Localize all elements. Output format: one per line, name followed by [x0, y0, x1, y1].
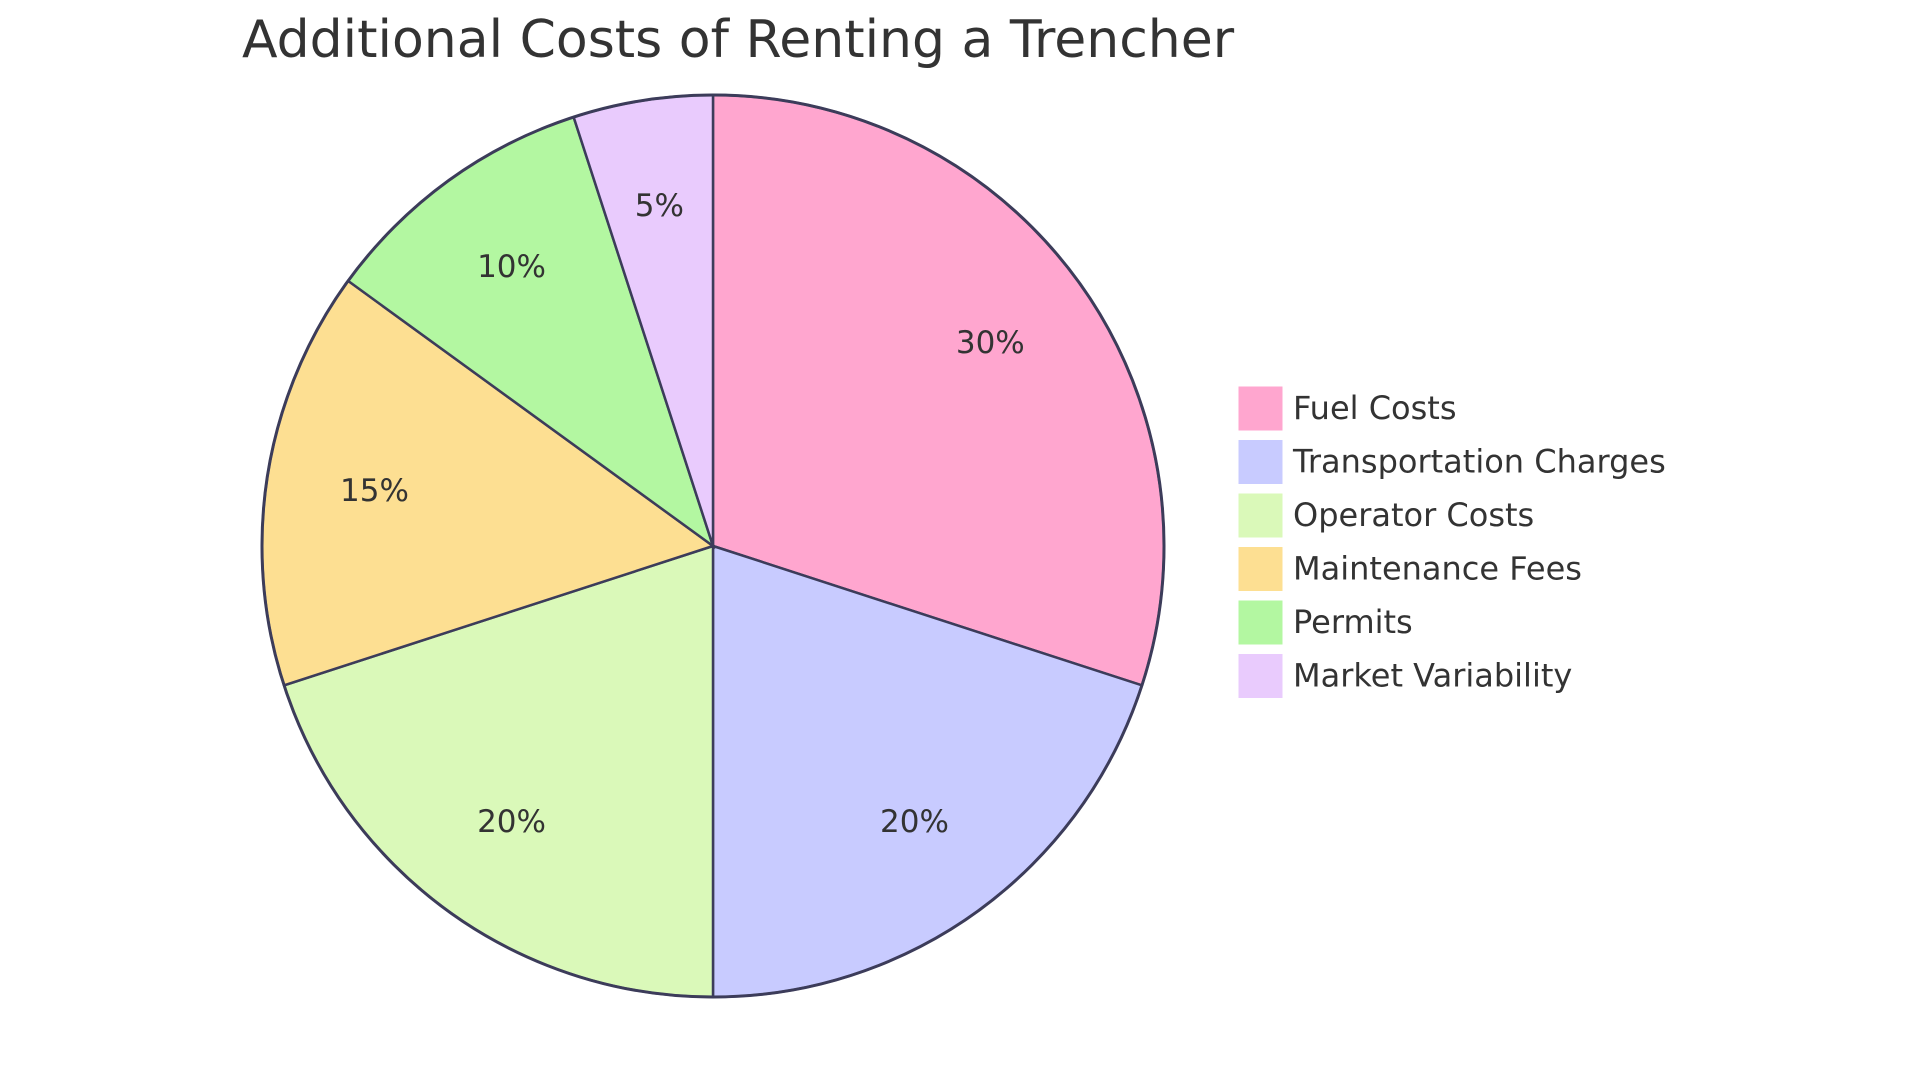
chart-title: Additional Costs of Renting a Trencher: [242, 10, 1235, 70]
slice-label: 10%: [477, 249, 546, 285]
legend-swatch: [1237, 439, 1284, 485]
legend-label: Permits: [1293, 603, 1413, 641]
legend-label: Market Variability: [1293, 657, 1572, 695]
slice-label: 5%: [635, 188, 684, 224]
slice-label: 15%: [340, 473, 409, 509]
slice-label: 20%: [880, 804, 949, 840]
legend-swatch: [1237, 546, 1284, 592]
legend-label: Fuel Costs: [1293, 389, 1457, 427]
pie-outline: [260, 93, 1166, 999]
slice-label: 20%: [477, 804, 546, 840]
slice-label: 30%: [956, 325, 1025, 361]
legend-swatch: [1237, 599, 1284, 646]
legend-label: Operator Costs: [1293, 496, 1534, 534]
legend-swatch: [1237, 492, 1284, 539]
legend-swatch: [1237, 653, 1284, 699]
legend-label: Maintenance Fees: [1293, 550, 1582, 588]
legend-label: Transportation Charges: [1292, 443, 1666, 481]
legend-swatch: [1237, 385, 1284, 432]
